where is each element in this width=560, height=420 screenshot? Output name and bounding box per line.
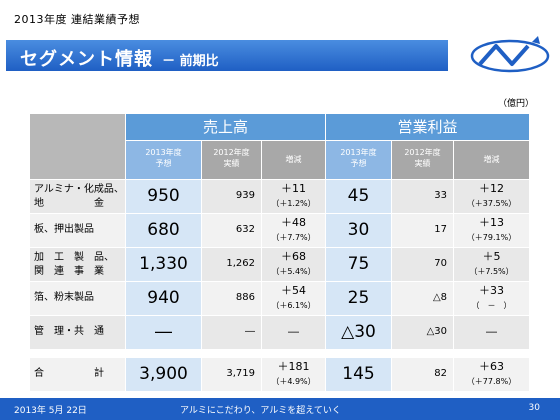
unit-label: （億円） [497, 99, 534, 109]
sales-actual-value: 3,719 [202, 358, 262, 392]
sales-actual-value: 632 [202, 214, 262, 248]
page-number: 30 [528, 403, 540, 413]
footer-bar: 2013年 5月 22日 アルミにこだわり、アルミを超えていく 30 [0, 398, 560, 420]
row-label: 加 工 製 品、関 連 事 業 [30, 248, 126, 282]
profit-actual-value: 33 [392, 180, 454, 214]
page-title-suffix: － 前期比 [162, 54, 219, 69]
sales-change-value: ― [262, 316, 326, 350]
profit-forecast-value: 25 [326, 282, 392, 316]
profit-forecast-value: 145 [326, 358, 392, 392]
sales-change-value: ＋54 （＋6.1%） [262, 282, 326, 316]
footer-slogan: アルミにこだわり、アルミを超えていく [180, 406, 341, 416]
subtitle: 2013年度 連結業績予想 [14, 13, 140, 26]
profit-actual-value: △8 [392, 282, 454, 316]
profit-change-value: ＋63 （＋77.8%） [454, 358, 530, 392]
sales-actual-value: 1,262 [202, 248, 262, 282]
profit-change-value: ＋13 （＋79.1%） [454, 214, 530, 248]
page-title: セグメント情報 [20, 49, 153, 70]
row-label: 板、押出製品 [30, 214, 126, 248]
sales-forecast-value: 3,900 [126, 358, 202, 392]
sales-forecast-value: 1,330 [126, 248, 202, 282]
sales-actual-value: 939 [202, 180, 262, 214]
segment-table: 売上高 営業利益 2013年度 予想 2012年度 実績 増減 2013年度 予想 2012年度実… [30, 114, 530, 392]
profit-change-value: ― [454, 316, 530, 350]
sales-forecast-value: 940 [126, 282, 202, 316]
subhead-sales-change: 増減 [262, 141, 326, 180]
profit-forecast-value: 75 [326, 248, 392, 282]
profit-actual-value: △30 [392, 316, 454, 350]
row-label: 合 計 [30, 358, 126, 392]
subhead-profit-change: 増減 [454, 141, 530, 180]
title-bar: セグメント情報 － 前期比 [6, 40, 448, 71]
subhead-sales-forecast: 2013年度 予想 [126, 141, 202, 180]
row-label: アルミナ・化成品、地 金 [30, 180, 126, 214]
sales-change-value: ＋68 （＋5.4%） [262, 248, 326, 282]
subhead-profit-actual: 2012年度 実績 [392, 141, 454, 180]
profit-change-value: ＋5 （＋7.5%） [454, 248, 530, 282]
sales-forecast-value: ― [126, 316, 202, 350]
corner-cell [30, 114, 126, 180]
profit-change-value: ＋12 （＋37.5%） [454, 180, 530, 214]
sales-change-value: ＋181 （＋4.9%） [262, 358, 326, 392]
row-label: 箔、粉末製品 [30, 282, 126, 316]
sales-actual-value: 886 [202, 282, 262, 316]
group-header-sales: 売上高 [126, 114, 326, 141]
profit-actual-value: 82 [392, 358, 454, 392]
profit-forecast-value: 45 [326, 180, 392, 214]
profit-change-value: ＋33 （ － ） [454, 282, 530, 316]
group-header-profit: 営業利益 [326, 114, 530, 141]
sales-actual-value: ― [202, 316, 262, 350]
subhead-sales-actual: 2012年度 実績 [202, 141, 262, 180]
profit-actual-value: 17 [392, 214, 454, 248]
profit-forecast-value: 30 [326, 214, 392, 248]
sales-change-value: ＋48 （＋7.7%） [262, 214, 326, 248]
subhead-profit-forecast: 2013年度 予想 [326, 141, 392, 180]
profit-actual-value: 70 [392, 248, 454, 282]
profit-forecast-value: △30 [326, 316, 392, 350]
sales-forecast-value: 680 [126, 214, 202, 248]
sales-forecast-value: 950 [126, 180, 202, 214]
footer-date: 2013年 5月 22日 [14, 406, 87, 416]
company-logo [470, 36, 550, 73]
sales-change-value: ＋11 （＋1.2%） [262, 180, 326, 214]
row-label: 管 理・共 通 [30, 316, 126, 350]
